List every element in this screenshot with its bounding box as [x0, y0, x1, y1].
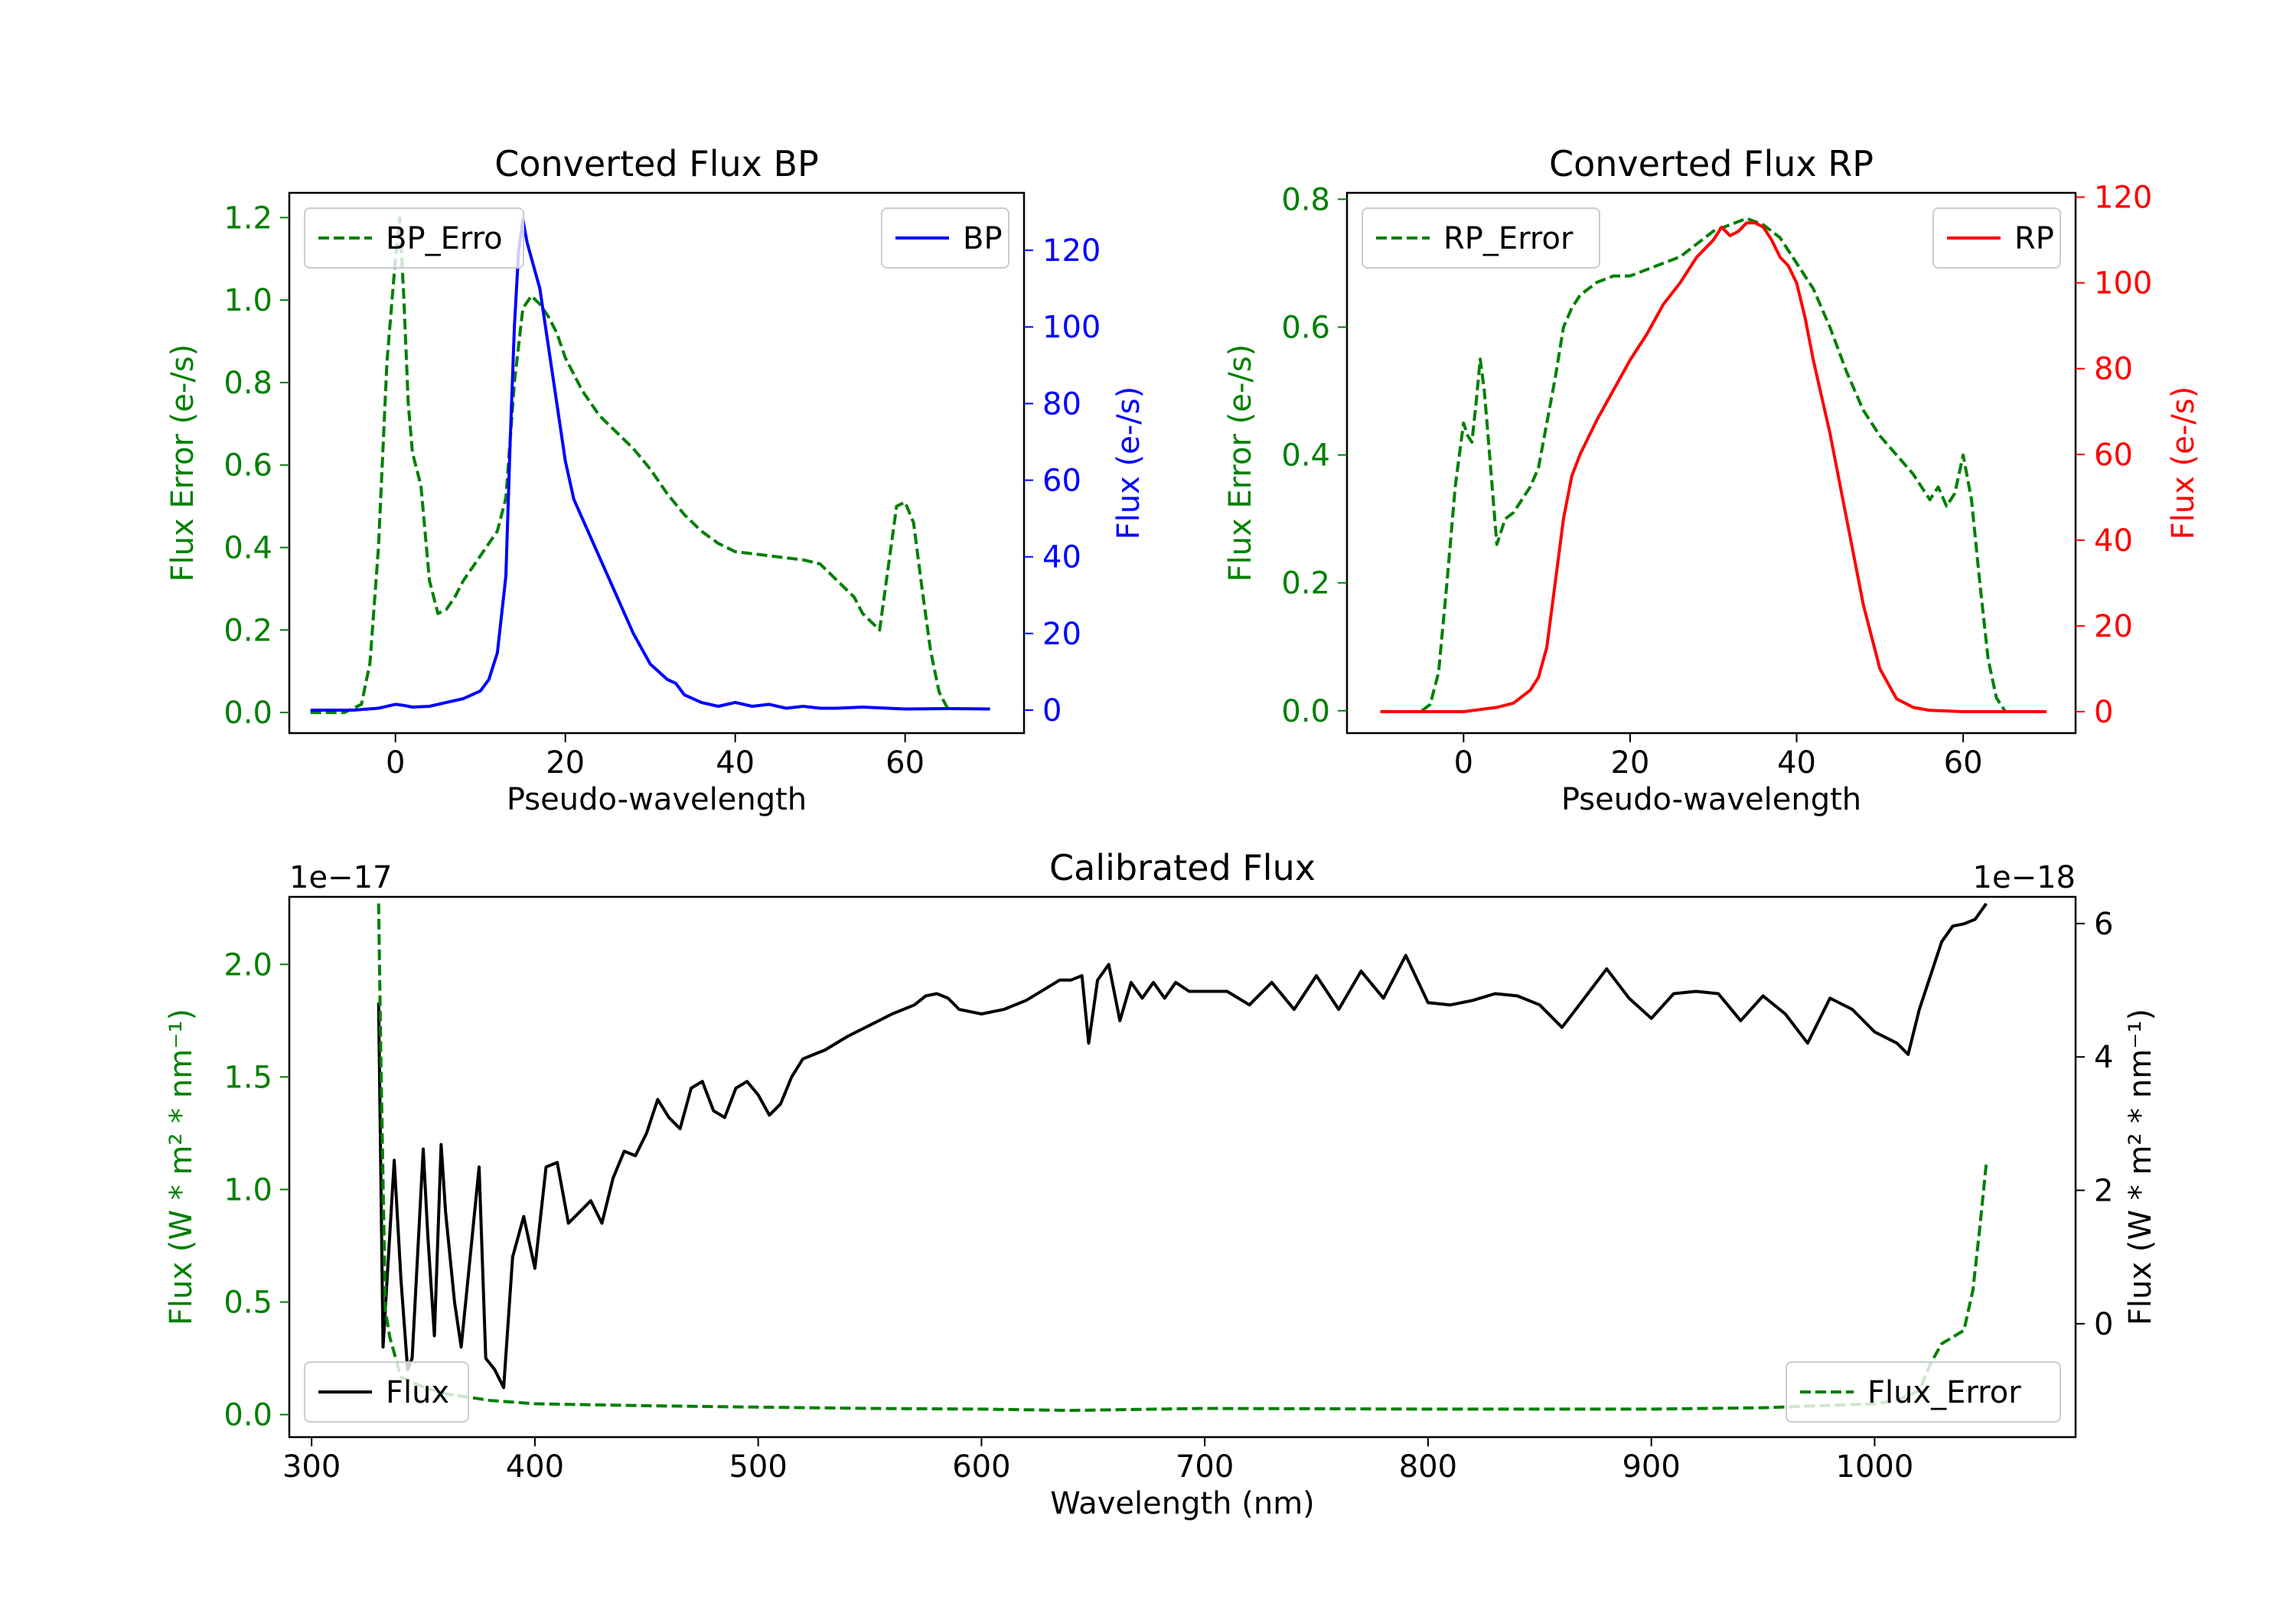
x-tick-label: 400	[506, 1449, 564, 1485]
plot-frame	[288, 895, 2077, 1439]
y-left-tick-label: 0.6	[223, 448, 272, 484]
legend-box	[1786, 1361, 2061, 1423]
legend-label: RP_Error	[1443, 221, 1574, 256]
y-right-axis-label: Flux (W * m² * nm⁻¹)	[2123, 1009, 2158, 1325]
y-left-tick-label: 1.5	[223, 1060, 272, 1095]
series-line-bp-error	[310, 216, 949, 715]
legend-label: RP	[2014, 221, 2054, 256]
y-left-tick-label: 0.5	[223, 1286, 272, 1321]
x-tick-label: 60	[885, 745, 925, 781]
y-right-tick-label: 60	[1042, 464, 1081, 499]
y-right-tick-label: 20	[1042, 617, 1081, 652]
x-tick-label: 800	[1399, 1449, 1457, 1485]
legend-flux-error: Flux_Error	[1786, 1361, 2061, 1423]
legend-bp-error: BP_Erro	[304, 207, 524, 269]
x-tick-label: 40	[716, 745, 755, 781]
y-right-tick-label: 60	[2094, 438, 2133, 473]
y-left-tick-label: 0.4	[1281, 438, 1330, 474]
x-axis-label: Pseudo-wavelength	[507, 782, 807, 817]
legend-label: BP	[963, 221, 1003, 256]
chart-rp: 0 20 40 60 0.0 0.2 0.4 0.6 0.8 0 20 40 60 80 100 120 Con…	[1223, 143, 2201, 817]
y-right-axis-label: Flux (e-/s)	[1111, 386, 1146, 539]
x-tick-label: 40	[1777, 745, 1816, 781]
y-left-tick-label: 1.0	[223, 283, 272, 318]
series-line-rp-error	[1420, 217, 2007, 712]
y-right-tick-label: 4	[2094, 1040, 2113, 1075]
chart-title: Calibrated Flux	[1049, 847, 1316, 888]
legend-flux: Flux	[304, 1361, 469, 1423]
y-right-axis-label: Flux (e-/s)	[2166, 386, 2201, 539]
series-line-flux-error	[377, 903, 1988, 1413]
y-right-tick-label: 20	[2094, 609, 2133, 644]
y-right-tick-label: 120	[1042, 233, 1101, 269]
y-left-tick-label: 0.8	[1281, 182, 1330, 217]
y-left-tick-label: 0.2	[1281, 566, 1330, 601]
y-left-tick-label: 0.2	[223, 613, 272, 648]
chart-title: Converted Flux BP	[494, 143, 819, 184]
y-right-tick-label: 40	[2094, 523, 2133, 559]
y-right-tick-label: 120	[2094, 181, 2152, 216]
legend-box	[304, 207, 524, 269]
legend-label: Flux_Error	[1867, 1375, 2021, 1410]
x-tick-label: 700	[1176, 1449, 1234, 1485]
y-left-axis-label: Flux (W * m² * nm⁻¹)	[164, 1009, 199, 1325]
series-line-rp	[1380, 221, 2047, 713]
y-right-tick-label: 40	[1042, 540, 1081, 575]
y-right-tick-label: 100	[1042, 310, 1101, 345]
y-right-tick-label: 100	[2094, 266, 2152, 302]
x-axis-label: Wavelength (nm)	[1050, 1486, 1315, 1521]
series-line-bp	[310, 218, 990, 712]
y-right-tick-label: 2	[2094, 1174, 2113, 1209]
x-tick-label: 0	[1454, 745, 1473, 781]
y-left-axis-label: Flux Error (e-/s)	[165, 344, 201, 582]
y-right-tick-label: 6	[2094, 907, 2113, 942]
y-left-tick-label: 0.0	[223, 696, 272, 731]
plot-frame	[288, 191, 1026, 735]
y-right-tick-label: 0	[2094, 1307, 2113, 1342]
x-tick-label: 20	[546, 745, 585, 781]
legend-rp: RP	[1932, 207, 2061, 269]
x-axis-label: Pseudo-wavelength	[1561, 782, 1861, 817]
y-left-tick-label: 1.2	[223, 200, 272, 236]
chart-calibrated: 300 400 500 600 700 800 900 1000 0.0 0.5 1.0 1.5 2.0…	[164, 847, 2158, 1521]
x-tick-label: 60	[1944, 745, 1983, 781]
x-tick-label: 500	[729, 1449, 787, 1485]
legend-box	[1362, 207, 1600, 269]
legend-box	[304, 1361, 469, 1423]
x-tick-label: 0	[386, 745, 405, 781]
y-right-tick-label: 80	[1042, 386, 1081, 422]
legend-bp: BP	[881, 207, 1009, 269]
x-tick-label: 1000	[1836, 1449, 1914, 1485]
y-left-tick-label: 0.0	[1281, 694, 1330, 729]
y-left-tick-label: 2.0	[223, 947, 272, 983]
x-tick-label: 600	[952, 1449, 1010, 1485]
y-right-tick-label: 0	[1042, 693, 1062, 729]
x-tick-label: 900	[1622, 1449, 1680, 1485]
offset-right-label: 1e−18	[1973, 860, 2076, 895]
y-right-tick-label: 80	[2094, 352, 2133, 387]
offset-left-label: 1e−17	[289, 860, 392, 895]
y-right-tick-label: 0	[2094, 695, 2113, 730]
chart-bp: 0 20 40 60 0.0 0.2 0.4 0.6 0.8 1.0 1.2 0 20 40 60 80 100…	[165, 143, 1146, 817]
chart-title: Converted Flux RP	[1549, 143, 1874, 184]
y-left-tick-label: 0.6	[1281, 310, 1330, 345]
legend-label: Flux	[386, 1375, 449, 1410]
plot-frame	[1345, 191, 2077, 735]
y-left-tick-label: 1.0	[223, 1172, 272, 1208]
y-left-tick-label: 0.8	[223, 366, 272, 401]
x-tick-label: 300	[282, 1449, 341, 1485]
x-tick-label: 20	[1610, 745, 1649, 781]
series-line-flux	[377, 902, 1988, 1390]
y-left-tick-label: 0.4	[223, 530, 272, 566]
legend-label: BP_Erro	[386, 221, 503, 256]
legend-rp-error: RP_Error	[1362, 207, 1600, 269]
y-left-axis-label: Flux Error (e-/s)	[1223, 344, 1258, 582]
y-left-tick-label: 0.0	[223, 1398, 272, 1433]
